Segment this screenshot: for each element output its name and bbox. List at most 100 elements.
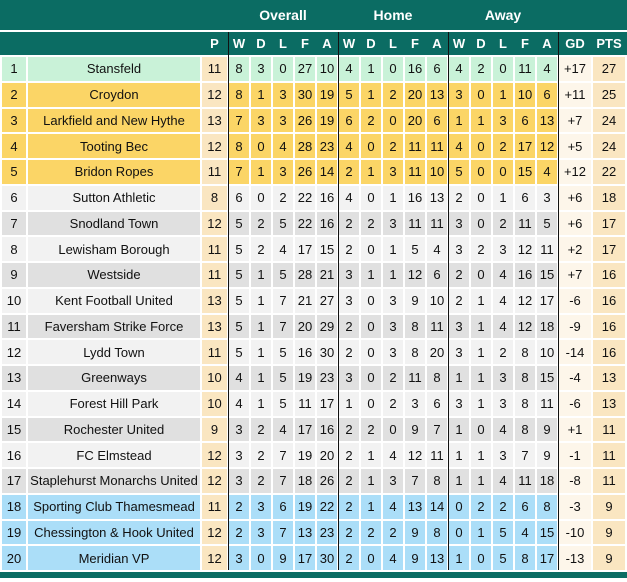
overall-f-cell: 22 [295, 185, 315, 210]
overall-l-cell: 4 [273, 237, 293, 261]
away-a-cell: 8 [537, 494, 557, 519]
away-a-cell: 6 [537, 82, 557, 107]
played-cell: 11 [202, 237, 227, 261]
section-divider-home-away [448, 32, 449, 570]
goal-difference-cell: -14 [559, 340, 591, 364]
position-cell: 7 [2, 211, 26, 236]
home-f-cell: 9 [405, 417, 425, 442]
overall-w-cell: 5 [229, 288, 249, 313]
home-d-cell: 0 [361, 391, 381, 416]
team-name-cell: Westside [28, 263, 200, 287]
overall-l-cell: 5 [273, 211, 293, 236]
overall-d-cell: 3 [251, 57, 271, 81]
home-d-cell: 0 [361, 314, 381, 339]
overall-f-cell: 11 [295, 391, 315, 416]
overall-d-cell: 1 [251, 263, 271, 287]
home-w-cell: 2 [339, 237, 359, 261]
away-l-cell: 2 [493, 340, 513, 364]
away-d-cell: 0 [471, 211, 491, 236]
home-l-cell: 4 [383, 443, 403, 467]
position-cell: 17 [2, 469, 26, 493]
overall-a-cell: 22 [317, 494, 337, 519]
away-f-cell: 11 [515, 469, 535, 493]
home-l-cell: 3 [383, 211, 403, 236]
overall-l-cell: 7 [273, 288, 293, 313]
overall-d-cell: 1 [251, 160, 271, 184]
away-d-cell: 0 [471, 185, 491, 210]
overall-a-cell: 10 [317, 57, 337, 81]
away-l-cell: 3 [493, 366, 513, 390]
played-cell: 11 [202, 494, 227, 519]
overall-d-cell: 3 [251, 494, 271, 519]
overall-f-cell: 17 [295, 237, 315, 261]
overall-a-cell: 26 [317, 469, 337, 493]
home-d-cell: 2 [361, 417, 381, 442]
home-f-cell: 9 [405, 546, 425, 570]
header-spacer [28, 32, 200, 55]
position-cell: 1 [2, 57, 26, 81]
overall-w-cell: 5 [229, 314, 249, 339]
played-cell: 11 [202, 57, 227, 81]
overall-w-cell: 5 [229, 340, 249, 364]
home-w-cell: 4 [339, 134, 359, 158]
position-cell: 18 [2, 494, 26, 519]
home-w-cell: 3 [339, 288, 359, 313]
away-l-cell: 4 [493, 314, 513, 339]
points-cell: 16 [593, 314, 625, 339]
overall-f-cell: 21 [295, 288, 315, 313]
position-cell: 19 [2, 520, 26, 545]
home-w-cell: 2 [339, 443, 359, 467]
overall-l-cell: 0 [273, 57, 293, 81]
overall-a-cell: 21 [317, 263, 337, 287]
points-cell: 13 [593, 366, 625, 390]
overall-f-cell: 26 [295, 160, 315, 184]
column-header-a: A [542, 36, 552, 51]
team-name-cell: Greenways [28, 366, 200, 390]
away-a-cell: 15 [537, 520, 557, 545]
home-a-cell: 4 [427, 237, 447, 261]
away-f-cell: 8 [515, 417, 535, 442]
away-a-cell: 18 [537, 314, 557, 339]
column-headers-row: P W D L F A W D L F A W D L F A GD PTS [0, 32, 627, 55]
overall-w-cell: 3 [229, 417, 249, 442]
home-d-cell: 1 [361, 160, 381, 184]
away-f-cell: 10 [515, 82, 535, 107]
overall-w-cell: 3 [229, 546, 249, 570]
team-name-cell: Chessington & Hook United [28, 520, 200, 545]
overall-l-cell: 5 [273, 263, 293, 287]
overall-l-cell: 9 [273, 546, 293, 570]
away-f-cell: 4 [515, 520, 535, 545]
away-a-cell: 9 [537, 417, 557, 442]
away-l-cell: 3 [493, 108, 513, 133]
home-d-cell: 0 [361, 546, 381, 570]
away-l-cell: 2 [493, 211, 513, 236]
overall-d-cell: 1 [251, 340, 271, 364]
points-cell: 13 [593, 391, 625, 416]
away-f-cell: 7 [515, 443, 535, 467]
home-w-cell: 3 [339, 366, 359, 390]
away-d-cell: 1 [471, 108, 491, 133]
goal-difference-cell: +7 [559, 108, 591, 133]
away-f-cell: 16 [515, 263, 535, 287]
away-l-cell: 2 [493, 134, 513, 158]
overall-a-cell: 16 [317, 185, 337, 210]
home-f-cell: 5 [405, 237, 425, 261]
played-cell: 10 [202, 366, 227, 390]
home-l-cell: 1 [383, 263, 403, 287]
goal-difference-cell: -9 [559, 314, 591, 339]
goal-difference-cell: +12 [559, 160, 591, 184]
played-cell: 12 [202, 82, 227, 107]
away-w-cell: 5 [449, 160, 469, 184]
team-name-cell: Forest Hill Park [28, 391, 200, 416]
away-d-cell: 0 [471, 160, 491, 184]
overall-w-cell: 2 [229, 520, 249, 545]
away-a-cell: 17 [537, 288, 557, 313]
overall-w-cell: 3 [229, 469, 249, 493]
overall-l-cell: 7 [273, 520, 293, 545]
points-cell: 24 [593, 134, 625, 158]
away-a-cell: 5 [537, 211, 557, 236]
home-w-cell: 2 [339, 520, 359, 545]
overall-d-cell: 3 [251, 108, 271, 133]
away-w-cell: 3 [449, 391, 469, 416]
